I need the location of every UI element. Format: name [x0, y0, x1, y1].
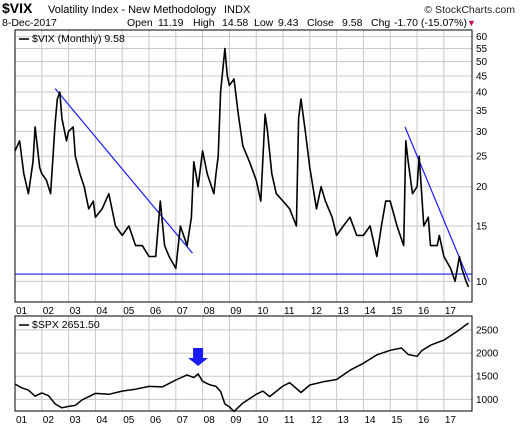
chg-label: Chg [371, 17, 390, 29]
vix-y-tick-label: 35 [476, 106, 488, 117]
high-label: High [193, 17, 215, 29]
vix-y-tick-label: 40 [476, 88, 488, 99]
watermark: © StockCharts.com [424, 4, 515, 16]
spx-x-tick-label: 16 [418, 415, 430, 426]
vix-x-tick-label: 03 [70, 306, 82, 317]
vix-y-tick-label: 15 [476, 222, 488, 233]
close-value: 9.58 [342, 17, 363, 29]
vix-y-tick-label: 25 [476, 152, 488, 163]
vix-panel: 01 02 03 04 05 06 07 08 09 10 11 12 13 14 15 16 17 10 15 2… [14, 29, 488, 317]
vix-price-line [14, 47, 470, 288]
spx-x-tick-label: 02 [43, 415, 55, 426]
chg-down-marker-icon: ▼ [467, 18, 476, 28]
spx-y-tick-label: 2000 [476, 349, 499, 360]
spx-x-tick-labels: 01 02 03 04 05 06 07 08 09 10 11 12 13 14 15 16 17 [16, 415, 456, 426]
arrow-down-icon [188, 348, 209, 367]
vix-legend: $VIX (Monthly) 9.58 [19, 33, 125, 45]
spx-x-tick-label: 10 [257, 415, 269, 426]
vix-x-tick-label: 08 [204, 306, 216, 317]
vix-y-tick-label: 10 [476, 277, 488, 288]
spx-x-tick-label: 08 [204, 415, 216, 426]
date: 8-Dec-2017 [2, 17, 57, 29]
vix-y-tick-label: 50 [476, 57, 488, 68]
ohlc-readout: Open 11.19 High 14.58 Low 9.43 Close 9.5… [127, 17, 476, 29]
spx-x-tick-label: 17 [445, 415, 457, 426]
vix-y-tick-label: 55 [476, 44, 488, 55]
vix-x-tick-label: 12 [311, 306, 323, 317]
open-label: Open [127, 17, 153, 29]
spx-x-tick-label: 04 [96, 415, 108, 426]
spx-x-tick-label: 13 [338, 415, 350, 426]
spx-x-tick-label: 12 [311, 415, 323, 426]
vix-x-tick-label: 05 [123, 306, 135, 317]
vix-x-tick-label: 09 [230, 306, 242, 317]
vix-y-tick-label: 45 [476, 71, 488, 82]
spx-grid [14, 316, 472, 411]
vix-trend-lines [15, 88, 472, 282]
vix-x-tick-label: 14 [364, 306, 376, 317]
spx-y-tick-label: 1000 [476, 395, 499, 406]
high-value: 14.58 [222, 17, 248, 29]
symbol: $VIX [2, 0, 33, 16]
vix-x-tick-labels: 01 02 03 04 05 06 07 08 09 10 11 12 13 14 15 16 17 [16, 306, 456, 317]
spx-x-tick-label: 01 [16, 415, 28, 426]
vix-legend-label: $VIX (Monthly) 9.58 [32, 33, 125, 45]
vix-x-tick-label: 17 [445, 306, 457, 317]
vix-x-tick-label: 11 [284, 306, 295, 317]
chg-value: -1.70 (-15.07%) [394, 17, 467, 29]
low-value: 9.43 [278, 17, 299, 29]
spx-panel: 01 02 03 04 05 06 07 08 09 10 11 12 13 14 15 16 17 10001… [14, 315, 499, 426]
spx-legend: $SPX 2651.50 [19, 319, 100, 331]
spx-y-tick-label: 1500 [476, 372, 499, 383]
spx-panel-frame [14, 315, 473, 412]
spx-y-tick-labels: 1000 1500 2000 2500 [476, 325, 499, 406]
vix-y-tick-label: 60 [476, 32, 488, 43]
spx-price-line [14, 322, 469, 413]
vix-x-tick-label: 13 [338, 306, 350, 317]
trend-line [404, 126, 470, 282]
vix-x-tick-label: 02 [43, 306, 55, 317]
vix-x-tick-label: 01 [16, 306, 28, 317]
vix-x-tick-label: 07 [177, 306, 189, 317]
open-value: 11.19 [158, 17, 184, 29]
spx-y-tick-label: 2500 [476, 325, 499, 336]
spx-x-tick-label: 06 [150, 415, 162, 426]
spx-x-tick-label: 03 [70, 415, 82, 426]
spx-x-tick-label: 15 [391, 415, 403, 426]
vix-x-tick-label: 16 [418, 306, 430, 317]
close-label: Close [307, 17, 334, 29]
vix-y-tick-label: 30 [476, 127, 488, 138]
vix-panel-frame [14, 29, 473, 303]
spx-x-tick-label: 11 [284, 415, 295, 426]
vix-x-tick-label: 15 [391, 306, 403, 317]
spx-x-tick-label: 07 [177, 415, 189, 426]
low-label: Low [254, 17, 274, 29]
vix-x-tick-label: 06 [150, 306, 162, 317]
vix-x-tick-label: 10 [257, 306, 269, 317]
spx-x-tick-label: 05 [123, 415, 135, 426]
index-name: Volatility Index - New Methodology [48, 4, 217, 16]
vix-y-tick-label: 20 [476, 182, 488, 193]
exchange: INDX [224, 4, 251, 16]
vix-x-tick-label: 04 [96, 306, 108, 317]
spx-x-tick-label: 09 [230, 415, 242, 426]
spx-x-tick-label: 14 [364, 415, 376, 426]
vix-grid [14, 30, 472, 302]
trend-line [54, 88, 193, 254]
spx-legend-label: $SPX 2651.50 [32, 319, 100, 331]
